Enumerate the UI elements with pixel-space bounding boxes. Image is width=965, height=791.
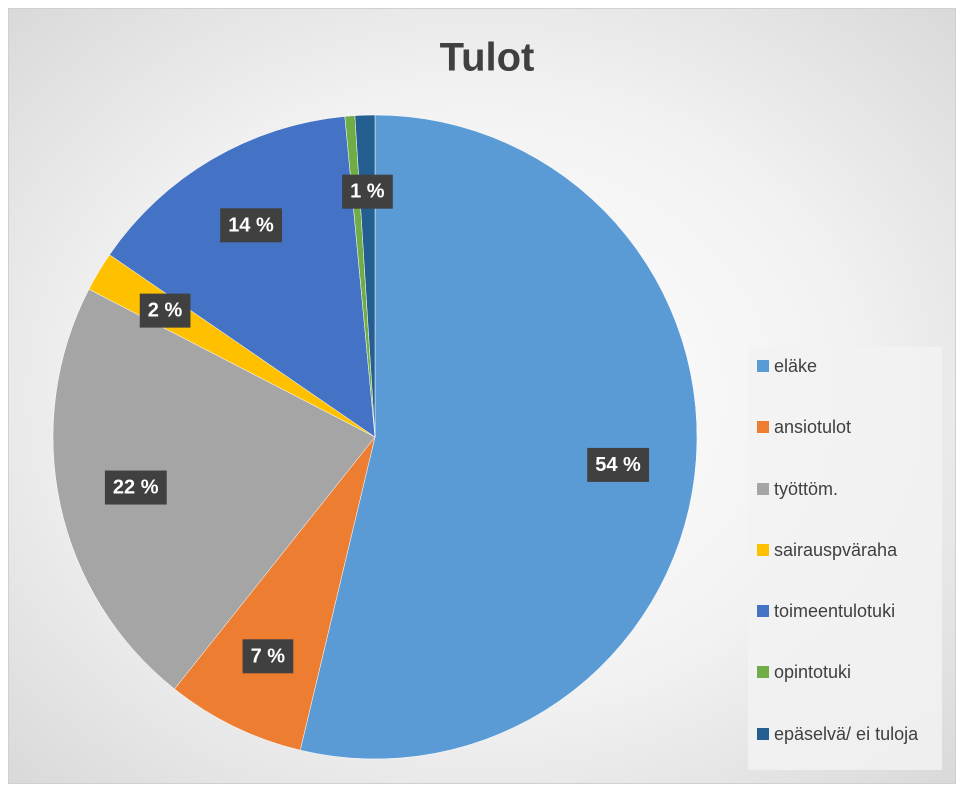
data-label-text: 14 %: [228, 214, 274, 236]
chart-title: Tulot: [440, 36, 535, 80]
pie-slice: [52, 288, 376, 690]
legend-label: sairauspväraha: [774, 540, 898, 560]
legend-swatch: [757, 605, 769, 617]
data-label-text: 7 %: [251, 645, 286, 667]
data-label: 2 %: [139, 293, 191, 328]
data-label-box: [242, 639, 294, 674]
legend-entry: työttöm.: [757, 477, 924, 501]
data-label: 7 %: [242, 639, 294, 674]
legend-entry: toimeentulotuki: [757, 599, 924, 623]
legend-label: ansiotulot: [774, 417, 852, 437]
data-label-box: [139, 293, 191, 328]
legend-swatch: [757, 728, 769, 740]
data-label-box: [104, 470, 167, 505]
legend-label: eläke: [774, 356, 818, 376]
data-label-text: 54 %: [595, 454, 641, 476]
data-label-text: 1 %: [350, 181, 385, 203]
legend: eläke ansiotulot työttöm. sairauspväraha toi…: [748, 347, 942, 770]
legend-entry: ansiotulot: [757, 415, 924, 439]
data-label-text: 22 %: [113, 477, 159, 499]
legend-swatch: [757, 666, 769, 678]
legend-label: työttöm.: [774, 479, 839, 499]
legend-swatch: [757, 544, 769, 556]
data-label: 22 %: [104, 470, 167, 505]
data-label: 54 %: [587, 447, 650, 482]
legend-label: epäselvä/ ei tuloja: [774, 724, 919, 744]
pie-slice: [299, 114, 698, 760]
pie-slice: [109, 116, 376, 438]
legend-label: toimeentulotuki: [774, 601, 896, 621]
data-label: 14 %: [220, 208, 282, 243]
data-label-box: [220, 208, 282, 243]
legend-swatch: [757, 360, 769, 372]
legend-entry: epäselvä/ ei tuloja: [757, 722, 924, 746]
legend-swatch: [757, 483, 769, 495]
legend-entry: sairauspväraha: [757, 538, 924, 562]
data-label-text: 2 %: [148, 300, 183, 322]
legend-label: opintotuki: [774, 662, 852, 682]
data-label: 1 %: [342, 174, 393, 209]
legend-entry: eläke: [757, 354, 924, 378]
data-label-box: [587, 447, 650, 482]
legend-swatch: [757, 421, 769, 433]
data-label-box: [342, 174, 393, 209]
pie-slice: [174, 436, 376, 751]
legend-entry: opintotuki: [757, 660, 924, 684]
